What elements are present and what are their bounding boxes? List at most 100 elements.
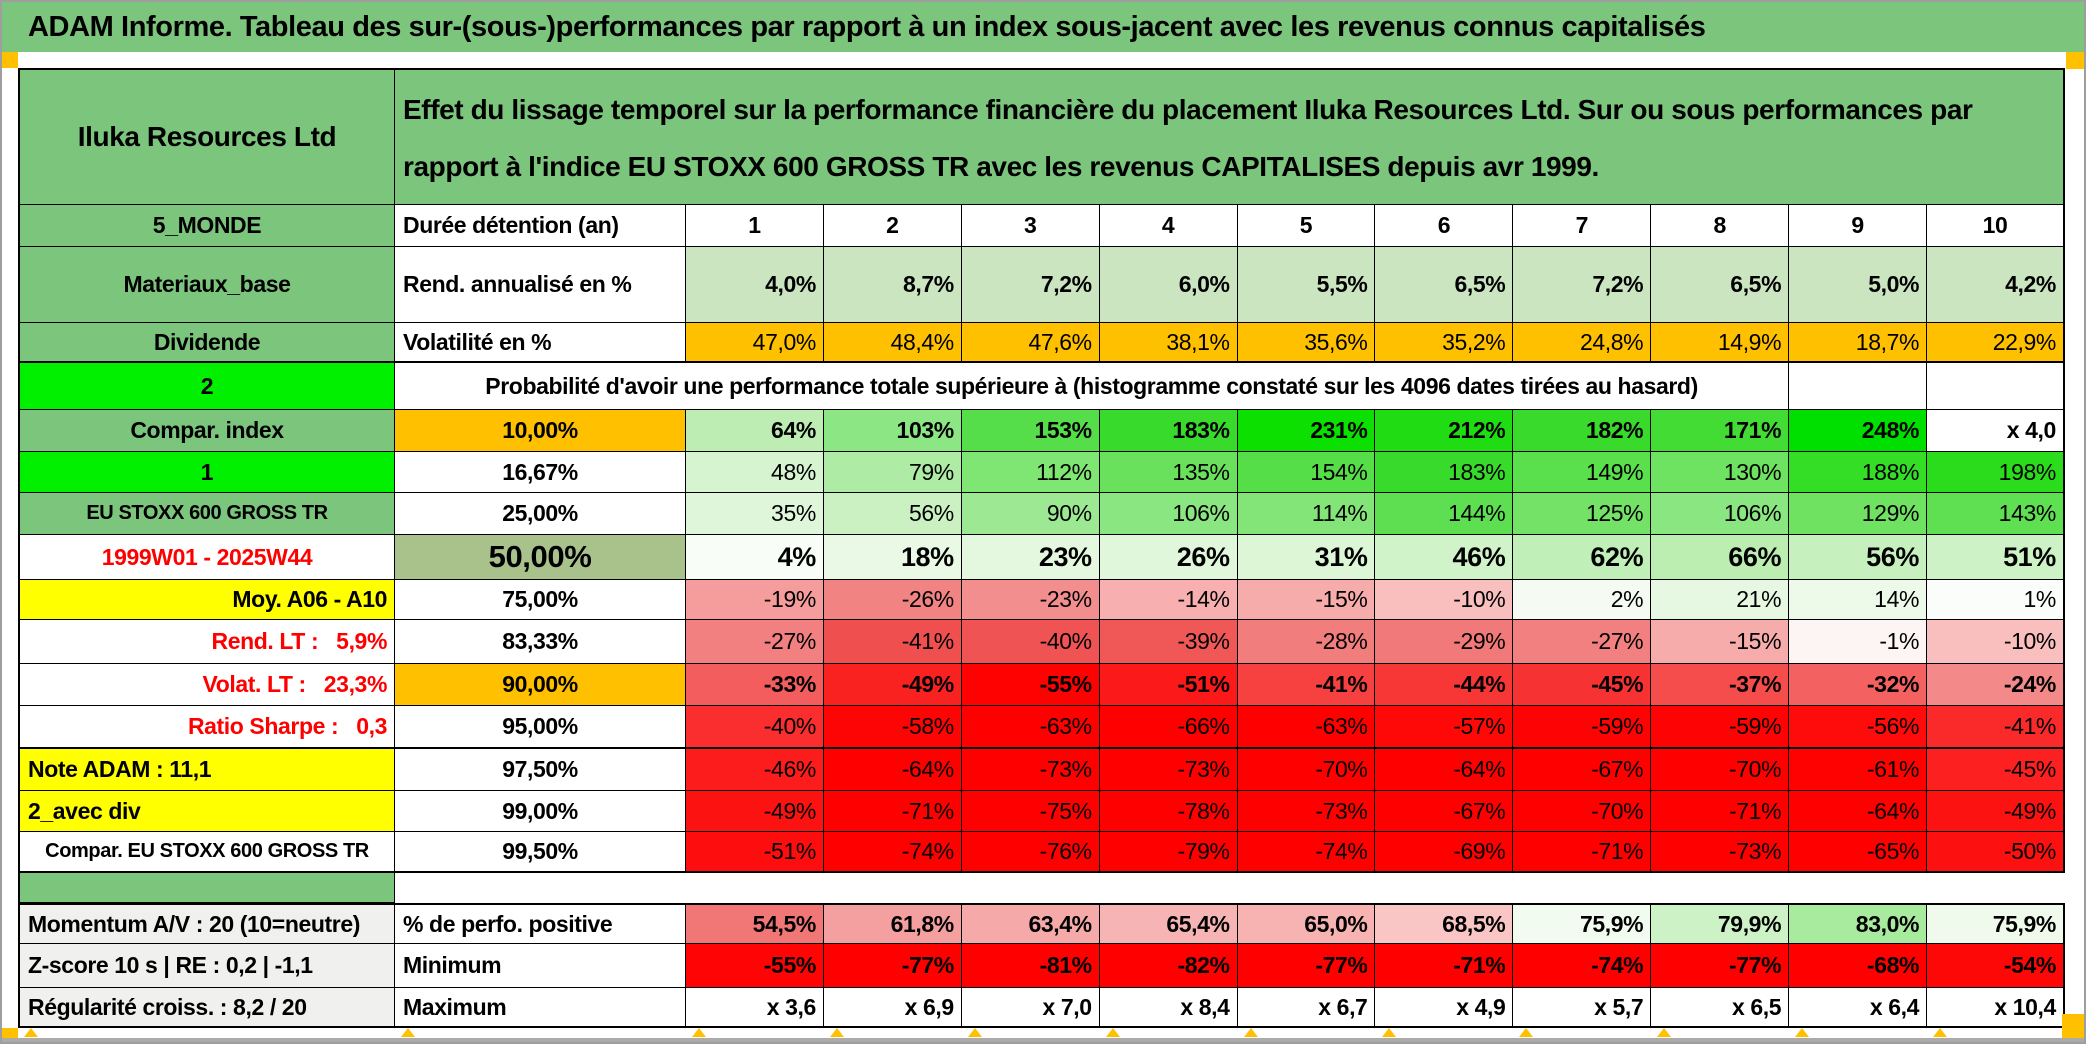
cell-p75-y7[interactable]: 2% bbox=[1513, 580, 1652, 620]
cell-p995-y3[interactable]: -76% bbox=[961, 832, 1100, 873]
probability-note[interactable]: Probabilité d'avoir une performance tota… bbox=[395, 363, 1790, 410]
cell-p99-y7[interactable]: -70% bbox=[1513, 791, 1652, 832]
cell-p10-y10[interactable]: x 4,0 bbox=[1927, 410, 2065, 452]
cell-annual-return-y6[interactable]: 6,5% bbox=[1375, 247, 1514, 323]
cell-p75-y8[interactable]: 21% bbox=[1651, 580, 1790, 620]
cell-p995-y9[interactable]: -65% bbox=[1789, 832, 1928, 873]
cell-p99-y4[interactable]: -78% bbox=[1099, 791, 1238, 832]
cell-p90-y7[interactable]: -45% bbox=[1513, 664, 1652, 706]
cell-p975-y9[interactable]: -61% bbox=[1789, 749, 1928, 791]
cell-positive-y10[interactable]: 75,9% bbox=[1927, 903, 2065, 944]
cell-positive-y2[interactable]: 61,8% bbox=[823, 903, 962, 944]
cell-p75-y9[interactable]: 14% bbox=[1789, 580, 1928, 620]
cell-p95-y10[interactable]: -41% bbox=[1927, 706, 2065, 749]
row-label-long-term-return[interactable]: Rend. LT : 5,9% bbox=[18, 620, 395, 664]
cell-p10-y6[interactable]: 212% bbox=[1375, 410, 1514, 452]
cell-max-y1[interactable]: x 3,6 bbox=[686, 988, 824, 1028]
cell-p90-y9[interactable]: -32% bbox=[1789, 664, 1928, 706]
cell-years-y9[interactable]: 9 bbox=[1789, 205, 1928, 247]
cell-p90-y2[interactable]: -49% bbox=[823, 664, 962, 706]
cell-max-y4[interactable]: x 8,4 bbox=[1099, 988, 1238, 1028]
quantile-75-label[interactable]: 75,00% bbox=[395, 580, 686, 620]
spacer-cell[interactable] bbox=[18, 873, 395, 903]
cell-p90-y6[interactable]: -44% bbox=[1375, 664, 1514, 706]
cell-p1667-y3[interactable]: 112% bbox=[961, 452, 1100, 493]
cell-positive-y4[interactable]: 65,4% bbox=[1099, 903, 1238, 944]
cell-p99-y3[interactable]: -75% bbox=[961, 791, 1100, 832]
cell-p8333-y9[interactable]: -1% bbox=[1789, 620, 1928, 664]
cell-max-y3[interactable]: x 7,0 bbox=[961, 988, 1100, 1028]
cell-p25-y10[interactable]: 143% bbox=[1927, 493, 2065, 535]
cell-min-y3[interactable]: -81% bbox=[961, 944, 1100, 988]
cell-p75-y3[interactable]: -23% bbox=[961, 580, 1100, 620]
cell-p975-y5[interactable]: -70% bbox=[1237, 749, 1376, 791]
cell-p50-y7[interactable]: 62% bbox=[1513, 535, 1652, 580]
cell-p99-y8[interactable]: -71% bbox=[1651, 791, 1790, 832]
row-label-sharpe-ratio[interactable]: Ratio Sharpe : 0,3 bbox=[18, 706, 395, 749]
cell-p975-y1[interactable]: -46% bbox=[686, 749, 824, 791]
minimum-label[interactable]: Minimum bbox=[395, 944, 686, 988]
cell-p8333-y8[interactable]: -15% bbox=[1651, 620, 1790, 664]
cell-annual-return-y3[interactable]: 7,2% bbox=[961, 247, 1100, 323]
cell-min-y2[interactable]: -77% bbox=[823, 944, 962, 988]
cell-positive-y6[interactable]: 68,5% bbox=[1375, 903, 1514, 944]
cell-p50-y8[interactable]: 66% bbox=[1651, 535, 1790, 580]
cell-p90-y8[interactable]: -37% bbox=[1651, 664, 1790, 706]
cell-p95-y4[interactable]: -66% bbox=[1099, 706, 1238, 749]
cell-p8333-y7[interactable]: -27% bbox=[1513, 620, 1652, 664]
cell-p1667-y1[interactable]: 48% bbox=[686, 452, 824, 493]
positive-perf-label[interactable]: % de perfo. positive bbox=[395, 903, 686, 944]
cell-volatility-y3[interactable]: 47,6% bbox=[961, 323, 1100, 363]
cell-p95-y9[interactable]: -56% bbox=[1789, 706, 1928, 749]
cell-positive-y1[interactable]: 54,5% bbox=[686, 903, 824, 944]
cell-p975-y6[interactable]: -64% bbox=[1375, 749, 1514, 791]
cell-p8333-y6[interactable]: -29% bbox=[1375, 620, 1514, 664]
cell-max-y2[interactable]: x 6,9 bbox=[823, 988, 962, 1028]
cell-volatility-y1[interactable]: 47,0% bbox=[686, 323, 824, 363]
cell-p95-y5[interactable]: -63% bbox=[1237, 706, 1376, 749]
cell-p1667-y2[interactable]: 79% bbox=[823, 452, 962, 493]
cell-p99-y5[interactable]: -73% bbox=[1237, 791, 1376, 832]
cell-p10-y5[interactable]: 231% bbox=[1237, 410, 1376, 452]
cell-p975-y3[interactable]: -73% bbox=[961, 749, 1100, 791]
cell-years-y7[interactable]: 7 bbox=[1513, 205, 1652, 247]
cell-p25-y9[interactable]: 129% bbox=[1789, 493, 1928, 535]
row-label-momentum[interactable]: Momentum A/V : 20 (10=neutre) bbox=[18, 903, 395, 944]
company-name[interactable]: Iluka Resources Ltd bbox=[18, 68, 395, 205]
row-label-universe[interactable]: 5_MONDE bbox=[18, 205, 395, 247]
table-title[interactable]: Effet du lissage temporel sur la perform… bbox=[395, 68, 2065, 205]
row-label-config[interactable]: 2_avec div bbox=[18, 791, 395, 832]
cell-p975-y7[interactable]: -67% bbox=[1513, 749, 1652, 791]
cell-annual-return-y1[interactable]: 4,0% bbox=[686, 247, 824, 323]
cell-p1667-y5[interactable]: 154% bbox=[1237, 452, 1376, 493]
cell-annual-return-y9[interactable]: 5,0% bbox=[1789, 247, 1928, 323]
cell-annual-return-y4[interactable]: 6,0% bbox=[1099, 247, 1238, 323]
row-label-dividend[interactable]: Dividende bbox=[18, 323, 395, 363]
quantile-99-label[interactable]: 99,00% bbox=[395, 791, 686, 832]
cell-min-y9[interactable]: -68% bbox=[1789, 944, 1928, 988]
row-label-index-name[interactable]: EU STOXX 600 GROSS TR bbox=[18, 493, 395, 535]
cell-p25-y6[interactable]: 144% bbox=[1375, 493, 1514, 535]
quantile-90-label[interactable]: 90,00% bbox=[395, 664, 686, 706]
cell-volatility-y4[interactable]: 38,1% bbox=[1099, 323, 1238, 363]
cell-p99-y2[interactable]: -71% bbox=[823, 791, 962, 832]
cell-p8333-y5[interactable]: -28% bbox=[1237, 620, 1376, 664]
maximum-label[interactable]: Maximum bbox=[395, 988, 686, 1028]
cell-p995-y4[interactable]: -79% bbox=[1099, 832, 1238, 873]
cell-years-y6[interactable]: 6 bbox=[1375, 205, 1514, 247]
row-label-long-term-volatility[interactable]: Volat. LT : 23,3% bbox=[18, 664, 395, 706]
cell-max-y8[interactable]: x 6,5 bbox=[1651, 988, 1790, 1028]
cell-p75-y2[interactable]: -26% bbox=[823, 580, 962, 620]
cell-volatility-y8[interactable]: 14,9% bbox=[1651, 323, 1790, 363]
cell-min-y10[interactable]: -54% bbox=[1927, 944, 2065, 988]
cell-p50-y4[interactable]: 26% bbox=[1099, 535, 1238, 580]
cell-years-y10[interactable]: 10 bbox=[1927, 205, 2065, 247]
quantile-10-label[interactable]: 10,00% bbox=[395, 410, 686, 452]
cell-p8333-y4[interactable]: -39% bbox=[1099, 620, 1238, 664]
cell-min-y8[interactable]: -77% bbox=[1651, 944, 1790, 988]
cell-p75-y1[interactable]: -19% bbox=[686, 580, 824, 620]
cell-p50-y2[interactable]: 18% bbox=[823, 535, 962, 580]
cell-p95-y7[interactable]: -59% bbox=[1513, 706, 1652, 749]
cell-p995-y5[interactable]: -74% bbox=[1237, 832, 1376, 873]
row-label-zscore[interactable]: Z-score 10 s | RE : 0,2 | -1,1 bbox=[18, 944, 395, 988]
